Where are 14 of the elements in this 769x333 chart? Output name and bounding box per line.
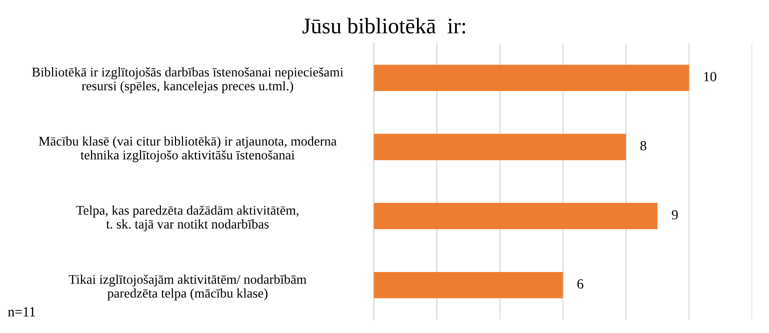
data-label: 8 [640, 141, 646, 150]
bar [374, 272, 563, 298]
y-tick-label: Mācību klasē (vai citur bibliotēkā) ir atjaunota, moderna tehnika izglītojošo aktivitāšu īstenošanai [38, 136, 337, 162]
data-label: 10 [704, 72, 716, 82]
data-label: 9 [672, 210, 678, 220]
y-tick-label: Tikai izglītojošajām aktivitātēm/ nodarbībām paredzēta telpa (mācību klase) [68, 274, 306, 300]
text: n=11 [8, 307, 35, 316]
data-label: 6 [577, 279, 584, 289]
y-tick-label: Telpa, kas paredzēta dažādām aktivitātēm, t. sk. tajā var notikt nodarbības [76, 205, 298, 232]
chart-title: Jūsu bibliotēkā ir: [302, 18, 466, 34]
bar [374, 202, 658, 230]
bar [374, 134, 626, 160]
bar [374, 64, 690, 91]
y-tick-label: Bibliotēkā ir izglītojošās darbības īstenošanai nepieciešami resursi (spēles, kancelejas preces u.tml.) [32, 67, 344, 94]
